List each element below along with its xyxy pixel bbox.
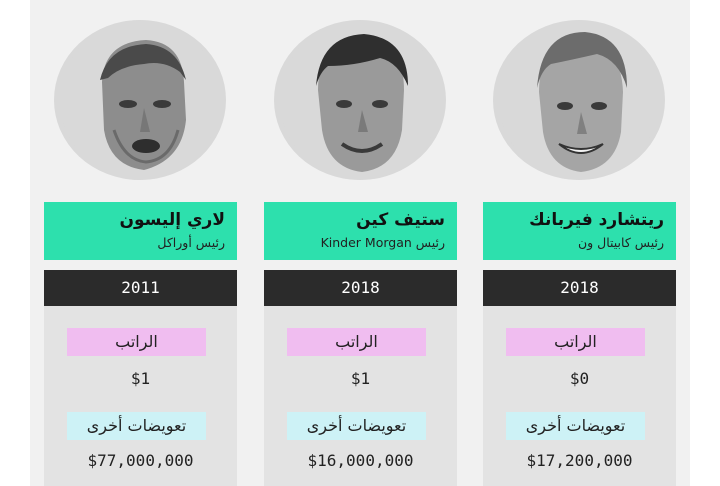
other-compensation-value: $16,000,000 [307,451,414,470]
ceo-card-ellison: لاري إليسون رئيس أوراكل 2011 الراتب $1 ت… [44,0,237,486]
portrait-photo [493,20,665,180]
salary-label: الراتب [287,328,426,356]
year-label: 2011 [44,270,237,306]
ceo-role: رئيس أوراكل [157,235,225,250]
year-label: 2018 [264,270,457,306]
ceo-card-kean: ستيف كين رئيس Kinder Morgan 2018 الراتب … [264,0,457,486]
salary-value: $0 [569,369,590,388]
salary-value: $1 [130,369,151,388]
ceo-name: ستيف كين [356,210,445,230]
name-box: ستيف كين رئيس Kinder Morgan [264,202,457,260]
other-compensation-value: $77,000,000 [87,451,194,470]
other-compensation-label: تعويضات أخرى [287,412,426,440]
ceo-role: رئيس كابيتال ون [577,235,664,250]
other-compensation-label: تعويضات أخرى [67,412,206,440]
salary-value: $1 [350,369,371,388]
ceo-name: ريتشارد فيربانك [529,210,664,230]
portrait-photo [274,20,446,180]
other-compensation-value: $17,200,000 [526,451,633,470]
year-label: 2018 [483,270,676,306]
portrait-kean [280,20,440,180]
ceo-card-fairbank: ريتشارد فيربانك رئيس كابيتال ون 2018 الر… [483,0,676,486]
ceo-role: رئيس Kinder Morgan [320,235,445,250]
portrait-ellison [60,20,220,180]
name-box: لاري إليسون رئيس أوراكل [44,202,237,260]
portrait-photo [54,20,226,180]
comparison-panel: لاري إليسون رئيس أوراكل 2011 الراتب $1 ت… [30,0,690,486]
ceo-name: لاري إليسون [119,210,225,230]
salary-label: الراتب [67,328,206,356]
salary-label: الراتب [506,328,645,356]
name-box: ريتشارد فيربانك رئيس كابيتال ون [483,202,676,260]
portrait-fairbank [499,20,659,180]
other-compensation-label: تعويضات أخرى [506,412,645,440]
